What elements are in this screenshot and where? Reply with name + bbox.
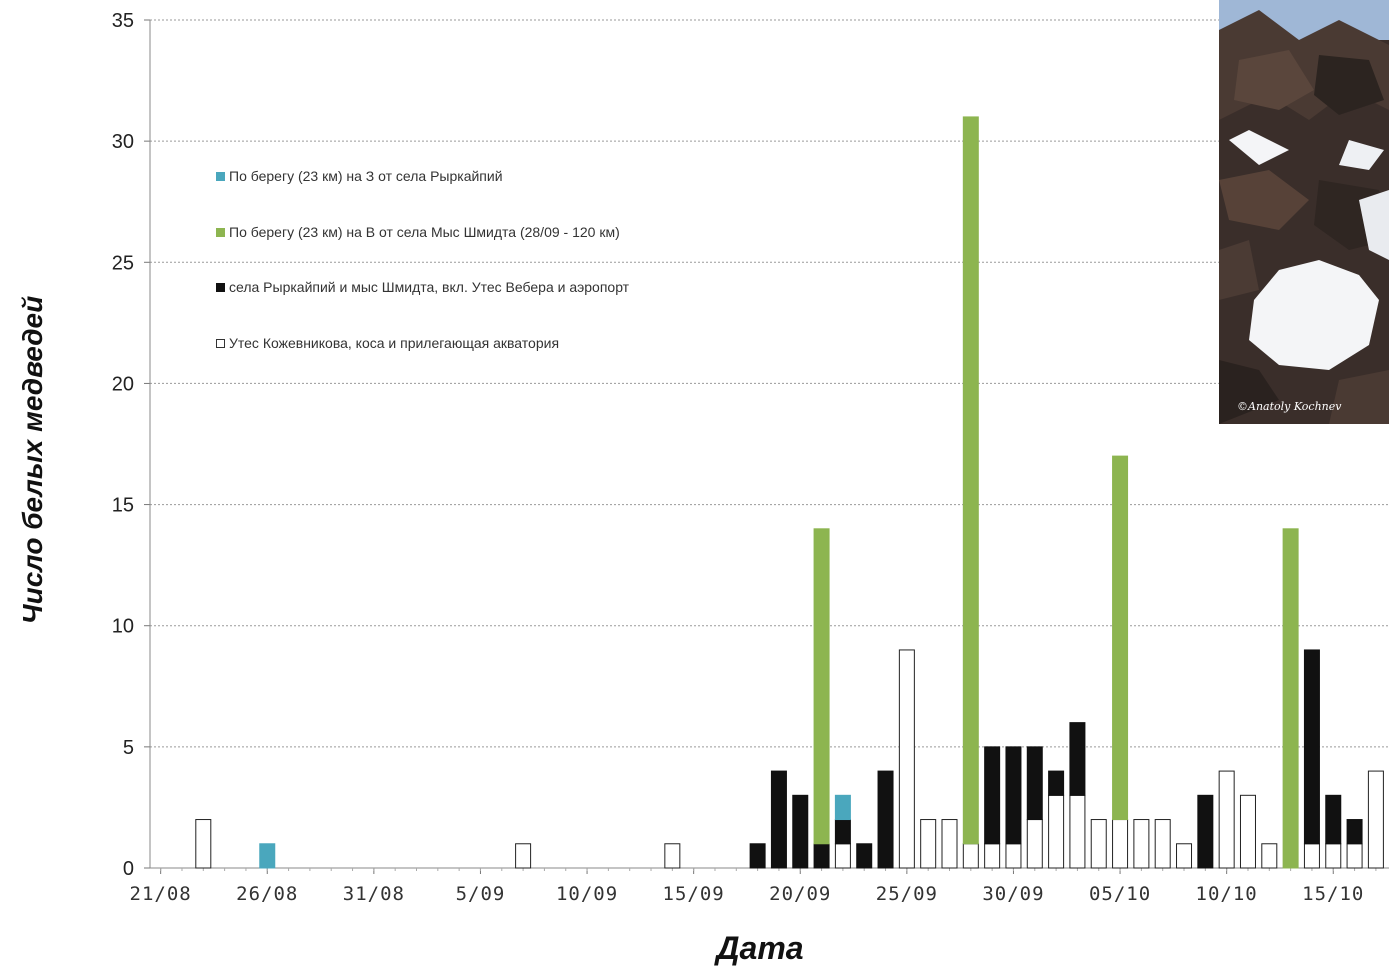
x-tick-label: 5/09	[456, 883, 506, 905]
legend-swatch	[216, 338, 225, 348]
legend-label: Утес Кожевникова, коса и прилегающая акв…	[229, 334, 560, 351]
legend-item: села Рыркайпий и мыс Шмидта, вкл. Утес В…	[216, 279, 629, 295]
bar-segment	[1282, 528, 1299, 869]
bar-segment	[1048, 770, 1065, 796]
x-tick-label: 15/10	[1302, 883, 1364, 905]
y-axis: 0 5 10 15 20 25 30 35	[112, 10, 151, 880]
legend-swatch	[216, 227, 225, 237]
bar-segment	[984, 746, 1001, 845]
bar-segment	[1218, 770, 1235, 869]
legend-swatch	[216, 172, 225, 181]
x-tick-label: 25/09	[876, 883, 938, 905]
bar-segment	[834, 794, 851, 821]
y-tick-label: 0	[123, 858, 134, 880]
bar-segment	[1325, 794, 1342, 845]
bars	[195, 116, 1384, 869]
bar-segment	[834, 819, 851, 845]
x-tick-label: 05/10	[1089, 883, 1151, 905]
bar-segment	[1005, 843, 1022, 869]
legend-item: По берегу (23 км) на З от села Рыркайпий	[216, 168, 503, 184]
rocks-snow-image: ©Anatoly Kochnev	[1219, 0, 1389, 424]
bar-segment	[1133, 819, 1150, 869]
bar-segment	[1197, 794, 1214, 869]
y-tick-label: 25	[112, 252, 134, 274]
bar-segment	[1176, 843, 1193, 869]
bar-segment	[1026, 819, 1043, 869]
photo-credit: ©Anatoly Kochnev	[1237, 400, 1342, 413]
x-tick-label: 10/10	[1196, 883, 1258, 905]
x-tick-label: 15/09	[663, 883, 725, 905]
bar-segment	[1048, 794, 1065, 869]
legend-label: По берегу (23 км) на В от села Мыс Шмидт…	[229, 223, 620, 240]
bar-segment	[877, 770, 894, 869]
legend-item: Утес Кожевникова, коса и прилегающая акв…	[216, 335, 559, 351]
bar-segment	[1239, 794, 1256, 869]
x-tick-label: 21/08	[130, 883, 192, 905]
y-tick-label: 30	[112, 131, 134, 153]
bar-segment	[1261, 843, 1278, 869]
bar-segment	[1069, 722, 1086, 796]
bar-segment	[1325, 843, 1342, 869]
bar-segment	[1069, 794, 1086, 869]
gridlines	[150, 19, 1389, 748]
bar-segment	[962, 843, 979, 869]
bar-segment	[898, 649, 915, 869]
bar-segment	[1090, 819, 1107, 869]
y-tick-label: 15	[112, 495, 134, 517]
bar-segment	[1346, 819, 1363, 845]
bar-segment	[1303, 649, 1320, 845]
bar-segment	[813, 843, 830, 869]
x-tick-label: 10/09	[556, 883, 618, 905]
legend-label: По берегу (23 км) на З от села Рыркайпий	[229, 168, 503, 184]
bar-segment	[834, 843, 851, 869]
y-tick-label: 35	[112, 10, 134, 32]
x-tick-label: 20/09	[769, 883, 831, 905]
legend-item: По берегу (23 км) на В от села Мыс Шмидт…	[216, 224, 620, 240]
bar-segment	[1346, 843, 1363, 869]
x-tick-label: 31/08	[343, 883, 405, 905]
bar-segment	[984, 843, 1001, 869]
y-tick-label: 5	[123, 737, 134, 759]
bar-segment	[856, 843, 873, 869]
x-tick-label: 30/09	[982, 883, 1044, 905]
bar-segment	[962, 116, 979, 845]
bar-segment	[813, 528, 830, 845]
bar-segment	[749, 843, 766, 869]
bar-segment	[1112, 455, 1129, 821]
polar-bear-photo: ©Anatoly Kochnev	[1219, 0, 1389, 424]
x-tick-label: 26/08	[236, 883, 298, 905]
legend-swatch	[216, 283, 225, 292]
bar-segment	[1303, 843, 1320, 869]
x-axis: 21/08 26/08 31/08 5/09 10/09 15/09 20/09 25/09 3…	[130, 867, 1389, 905]
bar-segment	[1367, 770, 1384, 869]
bar-segment	[792, 794, 809, 869]
bar-segment	[259, 843, 276, 869]
y-tick-label: 10	[112, 616, 134, 638]
bar-segment	[941, 819, 958, 869]
legend-label: села Рыркайпий и мыс Шмидта, вкл. Утес В…	[229, 279, 630, 295]
bar-segment	[515, 843, 532, 869]
x-axis-title: Дата	[716, 930, 804, 966]
bar-segment	[195, 819, 212, 869]
bar-segment	[1154, 819, 1171, 869]
bar-segment	[1112, 819, 1129, 869]
y-axis-title-text: Число белых медведей	[17, 295, 48, 625]
y-tick-label: 20	[112, 373, 134, 395]
bar-segment	[664, 843, 681, 869]
bar-segment	[1026, 746, 1043, 821]
bar-segment	[920, 819, 937, 869]
y-axis-title: Число белых медведей	[8, 230, 58, 690]
bar-segment	[770, 770, 787, 869]
bar-segment	[1005, 746, 1022, 845]
